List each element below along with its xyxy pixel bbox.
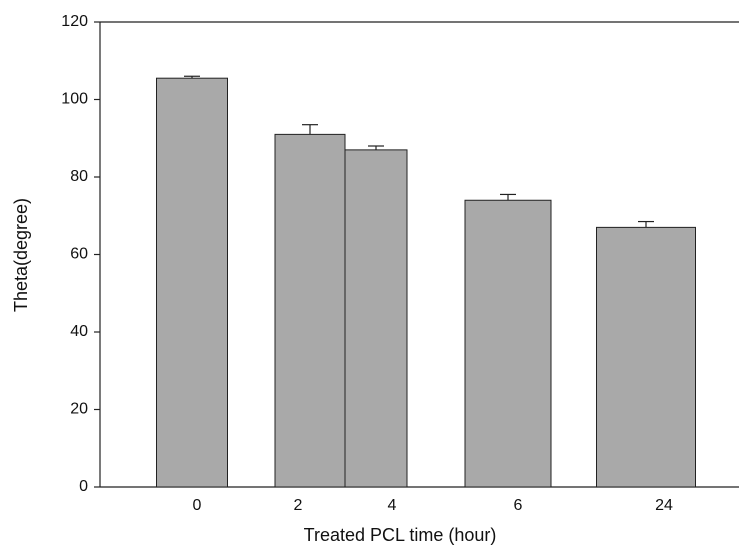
x-tick-label: 4 <box>388 497 397 514</box>
bar <box>596 226 696 488</box>
y-tick-label: 0 <box>79 478 88 495</box>
x-tick-label: 24 <box>655 497 673 514</box>
x-tick-label: 6 <box>514 497 523 514</box>
x-tick-label: 2 <box>294 497 303 514</box>
bar <box>274 133 346 488</box>
y-tick-label: 20 <box>70 401 88 418</box>
y-tick-label: 40 <box>70 323 88 340</box>
x-axis-label: Treated PCL time (hour) <box>304 525 497 545</box>
y-tick-label: 60 <box>70 246 88 263</box>
bar <box>344 149 408 488</box>
y-tick-label: 120 <box>61 13 88 30</box>
bar <box>464 199 552 488</box>
y-axis-label: Theta(degree) <box>11 198 31 312</box>
y-tick-label: 100 <box>61 91 88 108</box>
x-tick-label: 0 <box>193 497 202 514</box>
y-tick-label: 80 <box>70 168 88 185</box>
bar <box>156 77 228 488</box>
